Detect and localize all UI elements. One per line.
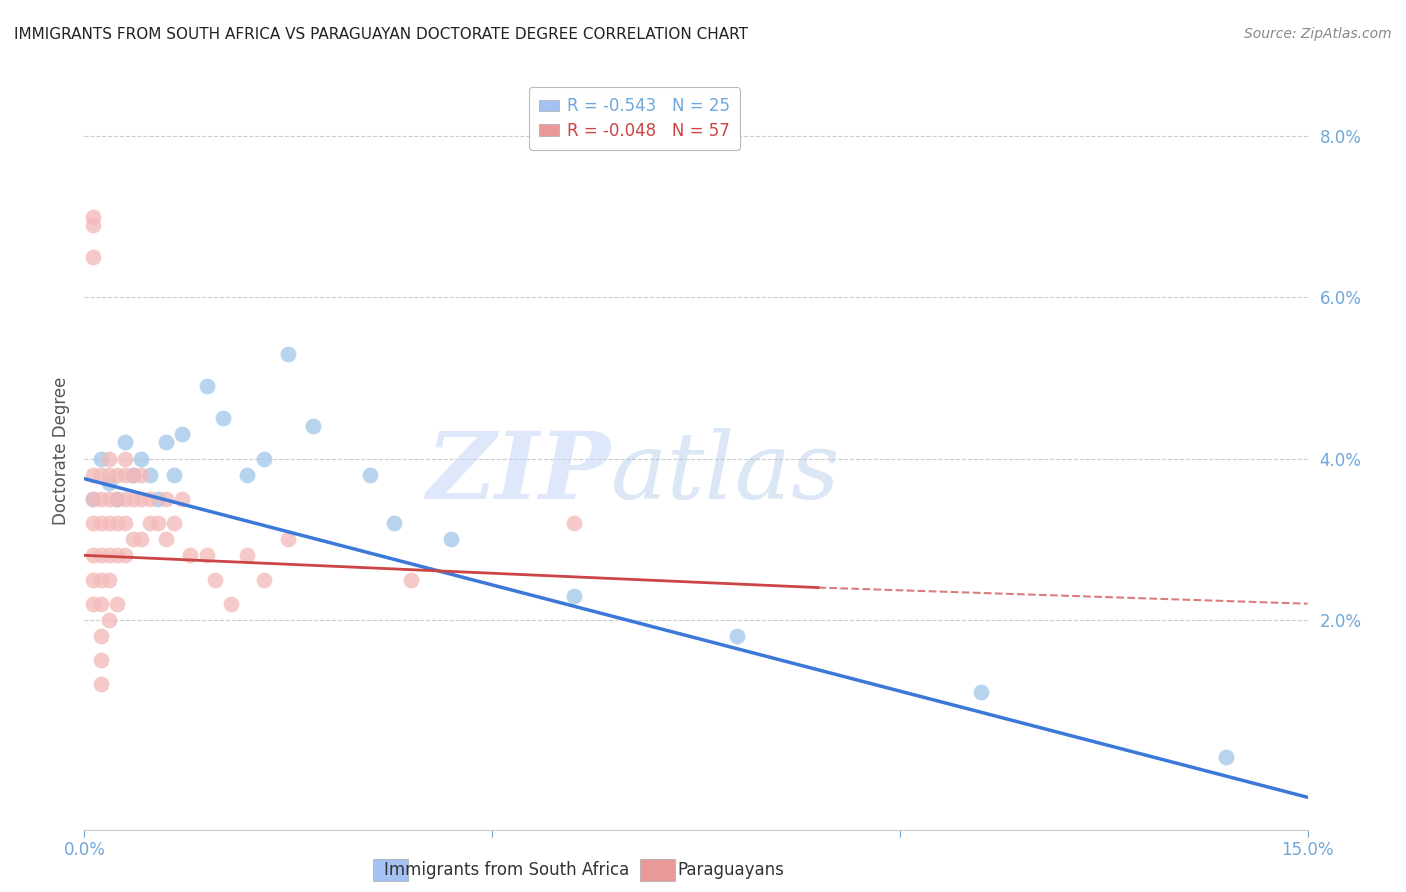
Point <box>97 451 120 466</box>
Text: Immigrants from South Africa: Immigrants from South Africa <box>384 861 628 879</box>
Point <box>155 532 177 546</box>
Point <box>122 532 145 546</box>
Point <box>97 516 120 530</box>
Point <box>146 516 169 530</box>
Point <box>236 549 259 563</box>
Point <box>277 346 299 360</box>
Point <box>725 629 748 643</box>
Point <box>382 516 405 530</box>
Point <box>253 451 276 466</box>
Point <box>90 597 112 611</box>
Point <box>82 491 104 506</box>
Point <box>90 573 112 587</box>
Point <box>122 467 145 482</box>
Point <box>172 427 194 442</box>
Point <box>195 379 218 393</box>
Point <box>82 597 104 611</box>
Point <box>399 573 422 587</box>
Text: IMMIGRANTS FROM SOUTH AFRICA VS PARAGUAYAN DOCTORATE DEGREE CORRELATION CHART: IMMIGRANTS FROM SOUTH AFRICA VS PARAGUAY… <box>14 27 748 42</box>
Point <box>105 467 128 482</box>
Point <box>114 451 136 466</box>
Point <box>146 491 169 506</box>
Point <box>179 549 201 563</box>
Point <box>97 613 120 627</box>
Point <box>204 573 226 587</box>
Point <box>90 491 112 506</box>
Point <box>82 516 104 530</box>
Point <box>236 467 259 482</box>
Point <box>155 435 177 450</box>
Point <box>131 467 153 482</box>
Point <box>90 549 112 563</box>
Point <box>172 491 194 506</box>
Point <box>105 491 128 506</box>
Point <box>97 573 120 587</box>
Text: atlas: atlas <box>610 428 839 518</box>
Point <box>82 250 104 264</box>
Point <box>155 491 177 506</box>
Point <box>90 677 112 691</box>
Point <box>970 685 993 699</box>
Point <box>90 451 112 466</box>
Point <box>97 549 120 563</box>
Point <box>163 516 186 530</box>
Point <box>82 549 104 563</box>
Text: Paraguayans: Paraguayans <box>678 861 785 879</box>
Point <box>114 549 136 563</box>
Point <box>114 516 136 530</box>
Point <box>90 629 112 643</box>
Point <box>90 516 112 530</box>
Point <box>131 532 153 546</box>
Point <box>277 532 299 546</box>
Text: Source: ZipAtlas.com: Source: ZipAtlas.com <box>1244 27 1392 41</box>
Text: ZIP: ZIP <box>426 428 610 518</box>
Point <box>359 467 381 482</box>
Point <box>114 491 136 506</box>
Point <box>114 435 136 450</box>
Point <box>82 467 104 482</box>
Point <box>90 467 112 482</box>
Point <box>82 573 104 587</box>
Point <box>82 218 104 232</box>
Point <box>122 491 145 506</box>
Point <box>122 467 145 482</box>
Point <box>97 475 120 490</box>
Point <box>90 653 112 667</box>
Point <box>195 549 218 563</box>
Y-axis label: Doctorate Degree: Doctorate Degree <box>52 376 70 524</box>
Point <box>131 491 153 506</box>
Point <box>138 491 160 506</box>
Point <box>105 491 128 506</box>
Point <box>440 532 463 546</box>
Point <box>562 516 585 530</box>
Point <box>253 573 276 587</box>
Legend: R = -0.543   N = 25, R = -0.048   N = 57: R = -0.543 N = 25, R = -0.048 N = 57 <box>529 87 741 150</box>
Point <box>105 549 128 563</box>
Point <box>82 491 104 506</box>
Point <box>301 419 323 434</box>
Point <box>562 589 585 603</box>
Point <box>114 467 136 482</box>
Point <box>131 451 153 466</box>
Point <box>97 491 120 506</box>
Point <box>1215 750 1237 764</box>
Point <box>219 597 242 611</box>
Point <box>82 210 104 224</box>
Point <box>97 467 120 482</box>
Point <box>105 597 128 611</box>
Point <box>212 411 235 425</box>
Point <box>105 516 128 530</box>
Point <box>138 516 160 530</box>
Point <box>163 467 186 482</box>
Point <box>138 467 160 482</box>
